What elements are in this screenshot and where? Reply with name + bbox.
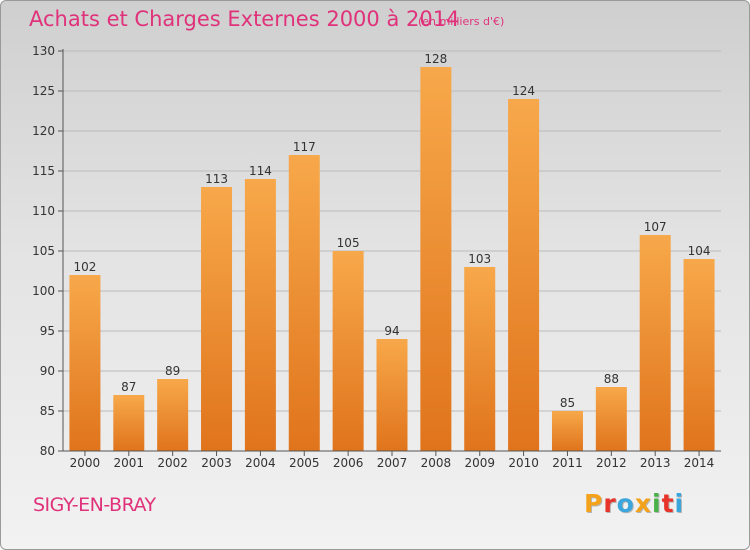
bar-value-label: 105 (337, 236, 360, 250)
commune-name: SIGY-EN-BRAY (33, 494, 156, 516)
y-tick-label: 120 (32, 124, 55, 138)
x-tick-label: 2001 (114, 456, 145, 470)
x-tick-label: 2003 (201, 456, 232, 470)
axes (58, 49, 721, 456)
y-tick-label: 85 (40, 404, 55, 418)
bar-value-label: 128 (424, 52, 447, 66)
bar (376, 339, 408, 451)
bar-value-label: 94 (384, 324, 399, 338)
bar (551, 411, 583, 451)
chart-unit-note: (en milliers d'€) (418, 15, 505, 28)
bar (595, 387, 627, 451)
x-tick-label: 2005 (289, 456, 320, 470)
x-tick-label: 2007 (377, 456, 408, 470)
logo-letter: x (634, 489, 652, 518)
bar-value-label: 85 (560, 396, 575, 410)
bar-value-label: 124 (512, 84, 535, 98)
x-tick-label: 2009 (464, 456, 495, 470)
y-tick-label: 105 (32, 244, 55, 258)
bar-value-label: 104 (688, 244, 711, 258)
y-tick-label: 110 (32, 204, 55, 218)
logo-letter: i (652, 489, 662, 518)
x-tick-label: 2000 (70, 456, 101, 470)
logo-letter: i (674, 489, 685, 518)
bar (288, 155, 320, 451)
bar (69, 275, 101, 451)
logo-letter: P (584, 489, 604, 518)
bar-value-label: 114 (249, 164, 272, 178)
bar-value-label: 117 (293, 140, 316, 154)
bar-value-label: 88 (604, 372, 619, 386)
chart-title: Achats et Charges Externes 2000 à 2014 (29, 7, 460, 31)
y-tick-label: 95 (40, 324, 55, 338)
bar-value-label: 103 (468, 252, 491, 266)
bar (508, 99, 540, 451)
x-tick-label: 2011 (552, 456, 583, 470)
x-tick-label: 2008 (421, 456, 452, 470)
y-tick-label: 90 (40, 364, 55, 378)
bar (244, 179, 276, 451)
bar-value-label: 107 (644, 220, 667, 234)
bar (464, 267, 496, 451)
bar (683, 259, 715, 451)
y-tick-label: 115 (32, 164, 55, 178)
bar-value-label: 87 (121, 380, 136, 394)
bar-value-label: 89 (165, 364, 180, 378)
bar-value-label: 102 (73, 260, 96, 274)
bar (157, 379, 189, 451)
logo-letter: r (603, 489, 617, 518)
x-tick-label: 2010 (508, 456, 539, 470)
proxiti-logo[interactable]: Proxiti (584, 489, 684, 518)
bar (332, 251, 364, 451)
x-tick-label: 2014 (684, 456, 715, 470)
y-tick-label: 80 (40, 444, 55, 458)
x-tick-label: 2012 (596, 456, 627, 470)
bar-value-label: 113 (205, 172, 228, 186)
y-tick-label: 130 (32, 44, 55, 58)
bar (201, 187, 233, 451)
x-tick-label: 2004 (245, 456, 276, 470)
logo-letter: o (616, 489, 635, 518)
bar (420, 67, 452, 451)
logo-letter: t (661, 489, 675, 518)
bars (69, 67, 715, 451)
bar (639, 235, 671, 451)
x-tick-label: 2013 (640, 456, 671, 470)
x-tick-label: 2006 (333, 456, 364, 470)
x-tick-label: 2002 (157, 456, 188, 470)
labels: 80 85 90 95 100 105 110 115 120 125 130 102 2000 87 20… (32, 44, 714, 470)
bar (113, 395, 145, 451)
y-tick-label: 125 (32, 84, 55, 98)
y-tick-label: 100 (32, 284, 55, 298)
